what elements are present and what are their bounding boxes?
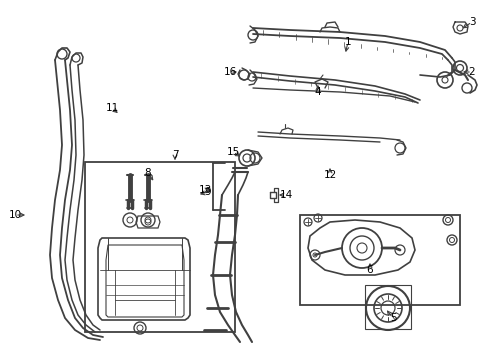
Text: 8: 8 (145, 168, 151, 178)
Text: 11: 11 (105, 103, 119, 113)
Text: 13: 13 (198, 185, 212, 195)
Text: 16: 16 (223, 67, 237, 77)
Text: 14: 14 (279, 190, 293, 200)
Bar (365, 285, 411, 329)
Bar (85, 162, 235, 332)
Text: 6: 6 (367, 265, 373, 275)
Text: 1: 1 (344, 37, 351, 47)
Text: 2: 2 (469, 67, 475, 77)
Text: 4: 4 (315, 87, 321, 97)
Text: 3: 3 (469, 17, 475, 27)
Bar (300, 215, 460, 305)
Text: 9: 9 (205, 187, 211, 197)
Text: 15: 15 (226, 147, 240, 157)
Text: 12: 12 (323, 170, 337, 180)
Text: 5: 5 (390, 313, 396, 323)
Text: 10: 10 (8, 210, 22, 220)
Text: 7: 7 (172, 150, 178, 160)
